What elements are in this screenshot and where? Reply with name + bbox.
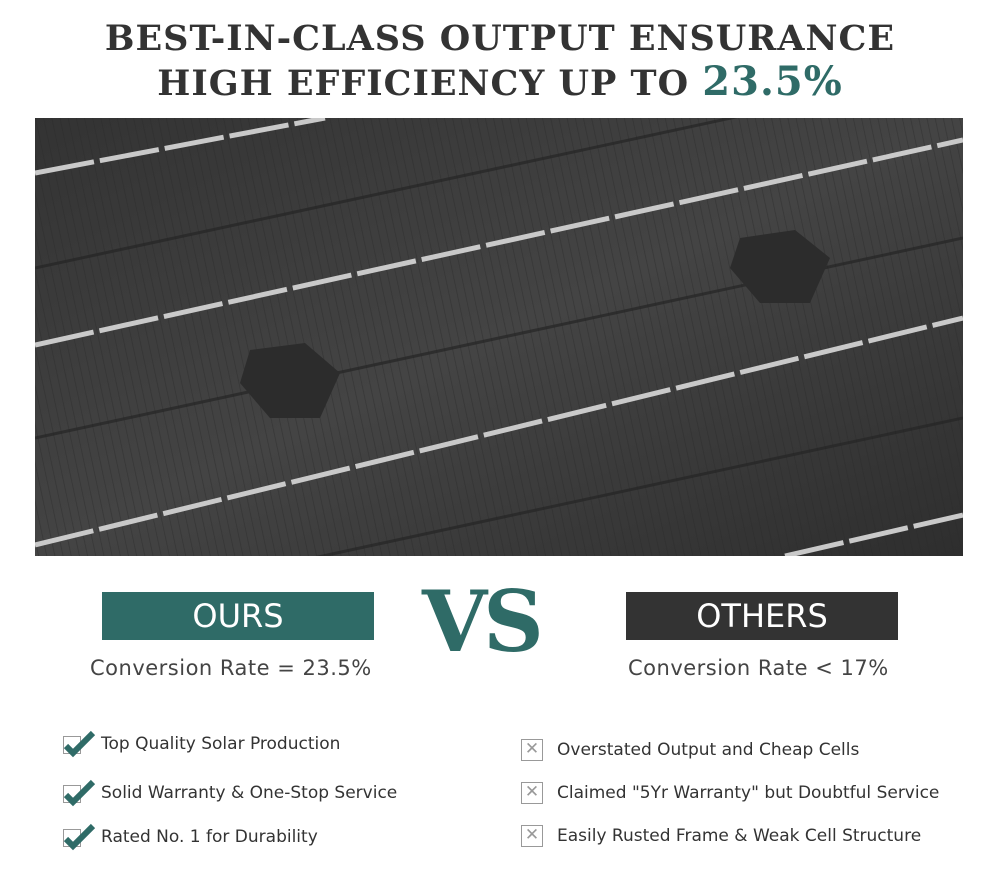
ours-feature: Rated No. 1 for Durability bbox=[63, 823, 318, 851]
cell-corner-gap bbox=[240, 343, 340, 418]
others-flaw: ✕ Easily Rusted Frame & Weak Cell Structu… bbox=[521, 825, 921, 847]
checkmark-icon bbox=[63, 823, 95, 851]
headline-line-1: BEST-IN-CLASS OUTPUT ENSURANCE bbox=[104, 18, 896, 59]
others-conversion-rate: Conversion Rate < 17% bbox=[628, 656, 889, 680]
others-label: OTHERS bbox=[626, 592, 898, 640]
checkmark-icon bbox=[63, 779, 95, 807]
others-flaw-text: Easily Rusted Frame & Weak Cell Structur… bbox=[557, 826, 922, 846]
headline-prefix: HIGH EFFICIENCY UP TO bbox=[157, 63, 703, 104]
headline-line-2: HIGH EFFICIENCY UP TO 23.5% bbox=[0, 58, 1000, 105]
checkmark-icon bbox=[63, 730, 95, 758]
efficiency-value: 23.5% bbox=[702, 58, 843, 105]
x-box-icon: ✕ bbox=[521, 825, 543, 847]
cell-corner-gap bbox=[730, 230, 830, 303]
solar-panel-image bbox=[35, 118, 963, 556]
x-box-icon: ✕ bbox=[521, 739, 543, 761]
ours-conversion-rate: Conversion Rate = 23.5% bbox=[90, 656, 372, 680]
ours-label: OURS bbox=[102, 592, 374, 640]
ours-feature: Solid Warranty & One-Stop Service bbox=[63, 779, 398, 807]
others-flaw-text: Overstated Output and Cheap Cells bbox=[557, 740, 860, 760]
vs-label: VS bbox=[422, 572, 544, 671]
ours-feature: Top Quality Solar Production bbox=[63, 730, 341, 758]
others-flaw: ✕ Overstated Output and Cheap Cells bbox=[521, 739, 859, 761]
others-flaw: ✕ Claimed "5Yr Warranty" but Doubtful Ser… bbox=[521, 782, 939, 804]
ours-feature-text: Rated No. 1 for Durability bbox=[101, 827, 318, 847]
ours-feature-text: Solid Warranty & One-Stop Service bbox=[101, 783, 398, 803]
x-box-icon: ✕ bbox=[521, 782, 543, 804]
ours-feature-text: Top Quality Solar Production bbox=[101, 734, 341, 754]
others-flaw-text: Claimed "5Yr Warranty" but Doubtful Serv… bbox=[557, 783, 940, 803]
